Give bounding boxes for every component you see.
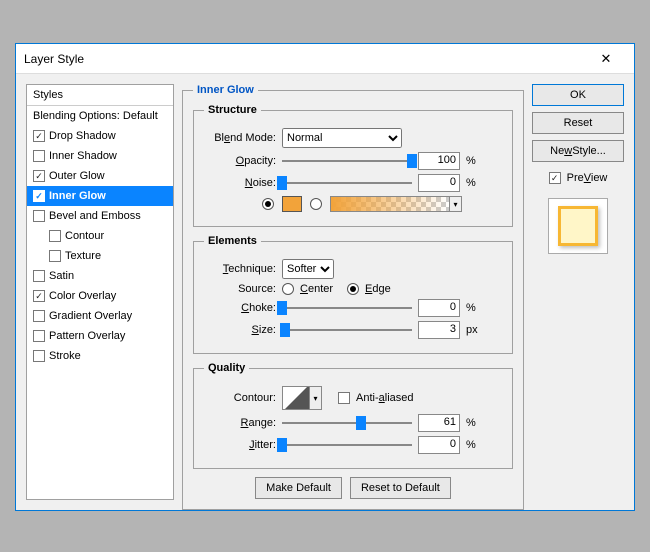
- style-row-color-overlay[interactable]: ✓ Color Overlay: [27, 286, 173, 306]
- style-row-pattern-overlay[interactable]: Pattern Overlay: [27, 326, 173, 346]
- source-label: Source:: [204, 283, 276, 295]
- range-input[interactable]: 61: [418, 414, 460, 432]
- elements-group: Elements Technique: Softer Source: Cente…: [193, 235, 513, 354]
- opacity-input[interactable]: 100: [418, 152, 460, 170]
- technique-select[interactable]: Softer: [282, 259, 334, 279]
- styles-header[interactable]: Styles: [27, 85, 173, 106]
- inner-glow-group: Inner Glow Structure Blend Mode: Normal …: [182, 84, 524, 510]
- choke-label: Choke:: [204, 302, 276, 314]
- style-row-stroke[interactable]: Stroke: [27, 346, 173, 366]
- main-panel: Inner Glow Structure Blend Mode: Normal …: [182, 84, 524, 500]
- size-slider[interactable]: [282, 323, 412, 337]
- panel-title: Inner Glow: [193, 84, 258, 96]
- style-label: Satin: [49, 270, 74, 282]
- style-label: Stroke: [49, 350, 81, 362]
- blend-mode-label: Blend Mode:: [204, 132, 276, 144]
- quality-legend: Quality: [204, 362, 249, 374]
- jitter-label: Jitter:: [204, 439, 276, 451]
- style-checkbox[interactable]: [33, 350, 45, 362]
- noise-label: Noise:: [204, 177, 276, 189]
- window-title: Layer Style: [24, 52, 586, 66]
- gradient-dropdown-icon[interactable]: ▾: [450, 196, 462, 212]
- preview-swatch: [558, 206, 598, 246]
- style-row-texture[interactable]: Texture: [27, 246, 173, 266]
- color-swatch[interactable]: [282, 196, 302, 212]
- close-icon[interactable]: ✕: [586, 51, 626, 67]
- quality-group: Quality Contour: ▾ Anti-aliased Range:: [193, 362, 513, 469]
- technique-label: Technique:: [204, 263, 276, 275]
- center-label: Center: [300, 283, 333, 295]
- edge-label: Edge: [365, 283, 391, 295]
- style-checkbox[interactable]: [33, 330, 45, 342]
- style-row-inner-shadow[interactable]: Inner Shadow: [27, 146, 173, 166]
- antialiased-checkbox[interactable]: [338, 392, 350, 404]
- contour-dropdown-icon[interactable]: ▾: [310, 386, 322, 410]
- style-label: Outer Glow: [49, 170, 105, 182]
- blend-mode-select[interactable]: Normal: [282, 128, 402, 148]
- style-checkbox[interactable]: [49, 230, 61, 242]
- antialiased-label: Anti-aliased: [356, 392, 414, 404]
- size-input[interactable]: 3: [418, 321, 460, 339]
- layer-style-dialog: Layer Style ✕ Styles Blending Options: D…: [15, 43, 635, 511]
- noise-input[interactable]: 0: [418, 174, 460, 192]
- reset-default-button[interactable]: Reset to Default: [350, 477, 451, 499]
- style-checkbox[interactable]: [33, 210, 45, 222]
- style-checkbox[interactable]: [33, 310, 45, 322]
- style-label: Color Overlay: [49, 290, 116, 302]
- choke-slider[interactable]: [282, 301, 412, 315]
- range-slider[interactable]: [282, 416, 412, 430]
- style-row-outer-glow[interactable]: ✓ Outer Glow: [27, 166, 173, 186]
- style-label: Pattern Overlay: [49, 330, 125, 342]
- choke-input[interactable]: 0: [418, 299, 460, 317]
- jitter-input[interactable]: 0: [418, 436, 460, 454]
- style-checkbox[interactable]: ✓: [33, 170, 45, 182]
- titlebar: Layer Style ✕: [16, 44, 634, 74]
- blending-options-row[interactable]: Blending Options: Default: [27, 106, 173, 126]
- structure-group: Structure Blend Mode: Normal Opacity: 10…: [193, 104, 513, 227]
- size-label: Size:: [204, 324, 276, 336]
- style-row-contour[interactable]: Contour: [27, 226, 173, 246]
- source-edge-radio[interactable]: [347, 283, 359, 295]
- style-label: Bevel and Emboss: [49, 210, 141, 222]
- style-checkbox[interactable]: [49, 250, 61, 262]
- style-label: Inner Shadow: [49, 150, 117, 162]
- styles-list: Styles Blending Options: Default ✓ Drop S…: [26, 84, 174, 500]
- source-center-radio[interactable]: [282, 283, 294, 295]
- preview-checkbox[interactable]: ✓: [549, 172, 561, 184]
- style-label: Inner Glow: [49, 190, 106, 202]
- style-checkbox[interactable]: ✓: [33, 290, 45, 302]
- style-row-drop-shadow[interactable]: ✓ Drop Shadow: [27, 126, 173, 146]
- preview-box: [548, 198, 608, 254]
- style-label: Drop Shadow: [49, 130, 116, 142]
- range-label: Range:: [204, 417, 276, 429]
- style-row-satin[interactable]: Satin: [27, 266, 173, 286]
- jitter-slider[interactable]: [282, 438, 412, 452]
- ok-button[interactable]: OK: [532, 84, 624, 106]
- style-row-inner-glow[interactable]: ✓ Inner Glow: [27, 186, 173, 206]
- style-row-bevel-and-emboss[interactable]: Bevel and Emboss: [27, 206, 173, 226]
- opacity-label: Opacity:: [204, 155, 276, 167]
- contour-label: Contour:: [204, 392, 276, 404]
- style-checkbox[interactable]: ✓: [33, 130, 45, 142]
- style-checkbox[interactable]: ✓: [33, 190, 45, 202]
- gradient-picker[interactable]: [330, 196, 450, 212]
- color-radio[interactable]: [262, 198, 274, 210]
- style-row-gradient-overlay[interactable]: Gradient Overlay: [27, 306, 173, 326]
- contour-picker[interactable]: [282, 386, 310, 410]
- structure-legend: Structure: [204, 104, 261, 116]
- gradient-radio[interactable]: [310, 198, 322, 210]
- style-checkbox[interactable]: [33, 150, 45, 162]
- style-label: Texture: [65, 250, 101, 262]
- style-label: Contour: [65, 230, 104, 242]
- style-label: Gradient Overlay: [49, 310, 132, 322]
- elements-legend: Elements: [204, 235, 261, 247]
- style-checkbox[interactable]: [33, 270, 45, 282]
- make-default-button[interactable]: Make Default: [255, 477, 342, 499]
- right-panel: OK Reset New Style... ✓ PreView: [532, 84, 624, 500]
- opacity-slider[interactable]: [282, 154, 412, 168]
- new-style-button[interactable]: New Style...: [532, 140, 624, 162]
- reset-button[interactable]: Reset: [532, 112, 624, 134]
- preview-label: PreView: [567, 172, 608, 184]
- noise-slider[interactable]: [282, 176, 412, 190]
